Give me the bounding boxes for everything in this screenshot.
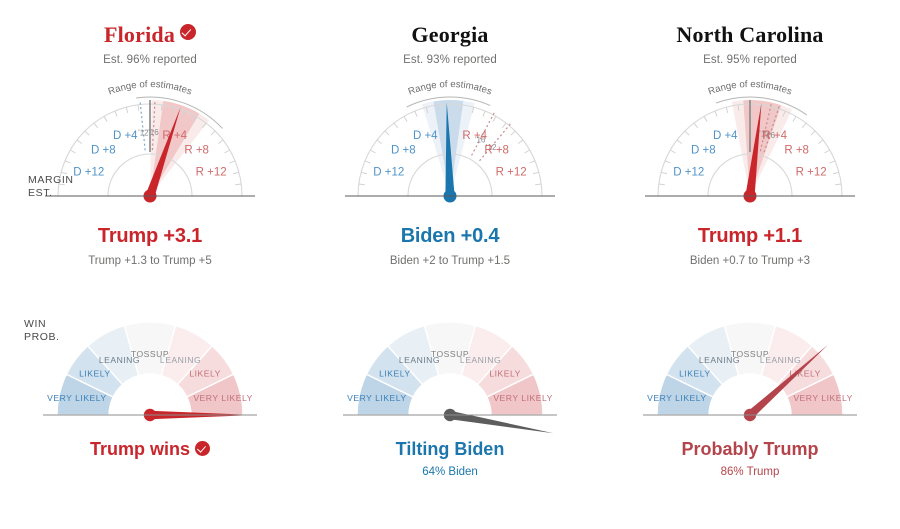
svg-text:R +4: R +4	[462, 130, 487, 142]
svg-text:’16: ’16	[475, 135, 486, 144]
margin-gauge-georgia: ’12’16 D +4 D +8 D +12 R +4 R +8 R +12 Range of…	[300, 66, 600, 226]
margin-result-georgia: Biden +0.4	[400, 225, 500, 247]
svg-text:D +12: D +12	[73, 166, 104, 178]
reported-north-carolina: Est. 95% reported	[703, 54, 797, 66]
margin-result-florida: Trump +3.1	[97, 225, 203, 247]
state-name-label: Georgia	[411, 22, 489, 47]
prob-sub-georgia: 64% Biden	[422, 466, 478, 478]
prob-axis-label: WIN PROB.	[24, 318, 60, 344]
margin-gauge-svg-florida: ’12’16 D +4 D +8 D +12 R +4 R +8 R +12 Range of…	[45, 79, 255, 203]
svg-text:R +4: R +4	[162, 130, 187, 142]
svg-text:VERY LIKELY: VERY LIKELY	[493, 393, 552, 403]
state-name-label: North Carolina	[676, 22, 824, 47]
svg-text:VERY LIKELY: VERY LIKELY	[47, 393, 106, 403]
svg-text:R +4: R +4	[762, 130, 787, 142]
race-called-check-icon	[195, 441, 210, 456]
svg-text:Range of estimates: Range of estimates	[407, 79, 494, 98]
svg-text:LEANING: LEANING	[399, 355, 440, 365]
prob-panel-north-carolina: VERY LIKELY LIKELY LEANING TOSSUP LEANING LIK…	[600, 300, 900, 529]
prob-headline-florida: Trump wins	[0, 440, 300, 458]
margin-range-georgia: Biden +2 to Trump +1.5	[389, 255, 511, 267]
svg-text:R +12: R +12	[196, 166, 227, 178]
margin-gauge-svg-georgia: ’12’16 D +4 D +8 D +12 R +4 R +8 R +12 Range of…	[345, 79, 555, 203]
margin-gauge-north-carolina: ’12’16 D +4 D +8 D +12 R +4 R +8 R +12 Range of…	[600, 66, 900, 226]
svg-text:Range of estimates: Range of estimates	[707, 79, 794, 98]
state-title-florida: Florida	[0, 24, 300, 46]
reported-florida: Est. 96% reported	[103, 54, 197, 66]
svg-text:R +12: R +12	[796, 166, 827, 178]
svg-text:D +4: D +4	[713, 130, 738, 142]
margin-gauge-svg-north-carolina: ’12’16 D +4 D +8 D +12 R +4 R +8 R +12 Range of…	[645, 79, 855, 203]
svg-text:LEANING: LEANING	[760, 355, 801, 365]
margin-panel-florida: Florida Est. 96% reported MARGIN EST. ’12…	[0, 0, 300, 300]
margin-range-florida: Trump +1.3 to Trump +5	[88, 255, 212, 267]
prob-panel-georgia: VERY LIKELY LIKELY LEANING TOSSUP LEANING LIK…	[300, 300, 600, 529]
svg-text:LEANING: LEANING	[160, 355, 201, 365]
prob-sub-north-carolina: 86% Trump	[720, 466, 780, 478]
prob-panel-florida: WIN PROB. VERY LIKELY LIKELY LEANING TOSSUP L…	[0, 300, 300, 529]
reported-georgia: Est. 93% reported	[403, 54, 497, 66]
svg-text:D +4: D +4	[113, 130, 138, 142]
svg-text:D +8: D +8	[391, 144, 416, 156]
prob-gauge-florida: WIN PROB. VERY LIKELY LIKELY LEANING TOSSUP L…	[0, 300, 300, 440]
svg-text:VERY LIKELY: VERY LIKELY	[347, 393, 406, 403]
svg-text:D +8: D +8	[691, 144, 716, 156]
svg-text:R +8: R +8	[484, 144, 509, 156]
svg-text:TOSSUP: TOSSUP	[731, 349, 769, 359]
margin-gauge-florida: MARGIN EST. ’12’16 D +4 D +8 D +12 R +4 R +8 R …	[0, 66, 300, 226]
svg-text:LIKELY: LIKELY	[79, 368, 111, 378]
svg-text:’12: ’12	[759, 130, 770, 139]
race-called-check-icon	[180, 24, 197, 40]
svg-text:VERY LIKELY: VERY LIKELY	[193, 393, 252, 403]
svg-text:VERY LIKELY: VERY LIKELY	[647, 393, 706, 403]
svg-text:Range of estimates: Range of estimates	[107, 79, 194, 98]
margin-panel-north-carolina: North Carolina Est. 95% reported ’12’16 D…	[600, 0, 900, 300]
svg-text:R +8: R +8	[184, 144, 209, 156]
margin-axis-label: MARGIN EST.	[28, 174, 74, 200]
state-name-label: Florida	[103, 22, 176, 47]
svg-text:D +8: D +8	[91, 144, 116, 156]
svg-text:LIKELY: LIKELY	[679, 368, 711, 378]
margin-range-north-carolina: Biden +0.7 to Trump +3	[689, 255, 811, 267]
svg-text:LEANING: LEANING	[460, 355, 501, 365]
svg-text:LIKELY: LIKELY	[789, 368, 821, 378]
svg-text:TOSSUP: TOSSUP	[131, 349, 169, 359]
svg-text:’12: ’12	[486, 143, 497, 152]
prob-headline-north-carolina: Probably Trump	[681, 439, 819, 459]
prob-headline-georgia: Tilting Biden	[395, 439, 505, 459]
margin-panel-georgia: Georgia Est. 93% reported ’12’16 D +4 D +8…	[300, 0, 600, 300]
svg-text:LIKELY: LIKELY	[189, 368, 221, 378]
svg-text:D +12: D +12	[373, 166, 404, 178]
svg-text:TOSSUP: TOSSUP	[431, 349, 469, 359]
prob-gauge-georgia: VERY LIKELY LIKELY LEANING TOSSUP LEANING LIK…	[300, 300, 600, 440]
svg-text:D +4: D +4	[413, 130, 438, 142]
svg-text:R +8: R +8	[784, 144, 809, 156]
state-title-north-carolina: North Carolina	[600, 24, 900, 46]
svg-text:R +12: R +12	[496, 166, 527, 178]
svg-text:VERY LIKELY: VERY LIKELY	[793, 393, 852, 403]
svg-text:LIKELY: LIKELY	[379, 368, 411, 378]
svg-text:LEANING: LEANING	[699, 355, 740, 365]
svg-text:’16: ’16	[148, 128, 159, 137]
svg-text:’12: ’12	[138, 128, 149, 137]
prob-gauge-north-carolina: VERY LIKELY LIKELY LEANING TOSSUP LEANING LIK…	[600, 300, 900, 440]
svg-text:LIKELY: LIKELY	[489, 368, 521, 378]
svg-text:D +12: D +12	[673, 166, 704, 178]
margin-result-north-carolina: Trump +1.1	[697, 225, 803, 247]
svg-text:’16: ’16	[764, 131, 775, 140]
svg-text:LEANING: LEANING	[99, 355, 140, 365]
state-title-georgia: Georgia	[300, 24, 600, 46]
